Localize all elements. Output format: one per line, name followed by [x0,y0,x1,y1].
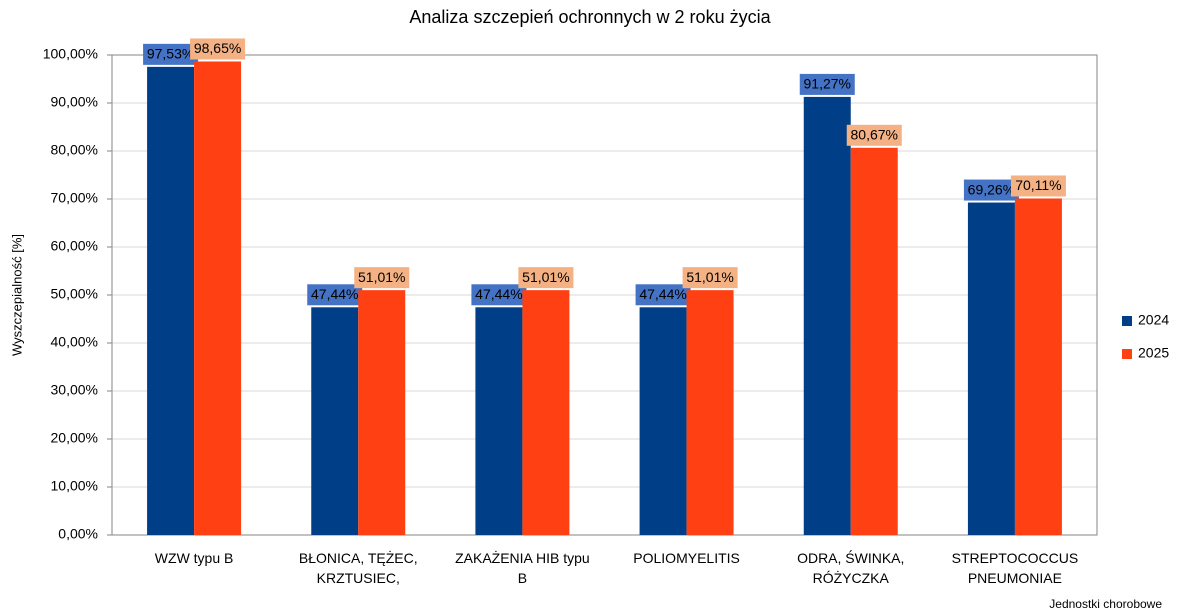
bar [850,147,898,535]
value-label-box [1010,175,1066,197]
y-tick-label: 40,00% [51,334,98,350]
value-label: 80,67% [851,126,898,142]
bar [358,290,406,535]
value-label-box [471,284,527,306]
value-label-box [682,267,738,289]
y-tick-label: 90,00% [51,94,98,110]
value-label-box [518,267,574,289]
y-tick-label: 10,00% [51,478,98,494]
chart-title: Analiza szczepień ochronnych w 2 roku ży… [409,7,771,27]
value-label: 70,11% [1015,177,1061,193]
bar [147,66,195,535]
legend-label: 2025 [1138,345,1169,361]
value-label-box [963,179,1019,201]
x-tick-label: ZAKAŻENIA HIB typu B [455,550,590,586]
value-label: 51,01% [358,269,405,285]
y-tick-label: 20,00% [51,430,98,446]
bar [475,307,523,535]
y-tick-label: 70,00% [51,190,98,206]
value-label-box [143,43,199,65]
y-tick-label: 0,00% [58,526,98,542]
x-tick-label: STREPTOCOCCUS PNEUMONIAE [951,550,1079,586]
y-tick-label: 50,00% [51,286,98,302]
value-label: 47,44% [475,286,522,302]
y-tick-label: 80,00% [51,142,98,158]
y-tick-label: 100,00% [43,46,98,62]
value-label-box [846,124,902,146]
value-label: 47,44% [311,286,358,302]
bar [1014,198,1062,536]
value-label-box [307,284,363,306]
value-label-box [190,38,246,60]
bar [967,202,1015,535]
value-label-box [354,267,410,289]
value-label: 51,01% [686,269,733,285]
legend-swatch [1122,349,1132,359]
x-tick-label: POLIOMYELITIS [633,550,740,566]
bar [194,61,242,535]
bar [311,307,359,535]
x-tick-label: BŁONICA, TĘŻEC, KRZTUSIEC, [298,550,418,586]
value-label-box [799,73,855,95]
plot-border [111,54,1098,536]
bar [803,96,851,536]
y-axis-title: Wyszczepialność [%] [9,234,24,356]
bar [686,290,734,535]
value-label: 97,53% [147,46,194,62]
y-tick-label: 30,00% [51,382,98,398]
value-label: 98,65% [194,40,241,56]
value-label: 69,26% [968,181,1015,197]
value-label: 51,01% [522,269,569,285]
x-tick-label: ODRA, ŚWINKA, RÓŻYCZKA [797,550,905,586]
x-tick-label: WZW typu B [154,550,234,566]
bar [522,290,570,535]
value-label: 47,44% [639,286,686,302]
bar [639,307,687,535]
legend-label: 2024 [1138,312,1169,328]
x-axis-title: Jednostki chorobowe [1049,597,1162,611]
value-label-box [635,284,691,306]
y-tick-label: 60,00% [51,238,98,254]
legend-swatch [1122,316,1132,326]
value-label: 91,27% [804,76,851,92]
